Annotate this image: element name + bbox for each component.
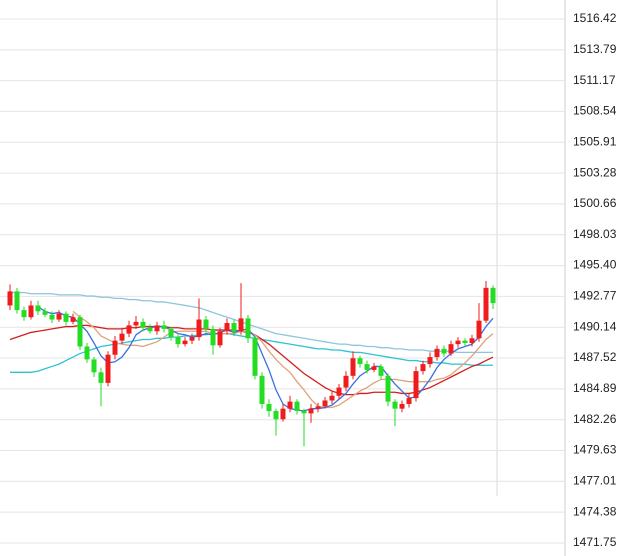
candle-body [56, 313, 62, 320]
candle-body [371, 366, 377, 370]
candle-body [49, 314, 55, 320]
candle-body [434, 348, 440, 358]
ma-line [72, 310, 494, 409]
candle-body [238, 318, 244, 332]
y-tick-label: 1508.54 [573, 104, 617, 118]
candle-body [28, 305, 34, 318]
candle-body [70, 317, 76, 322]
candle-body [77, 317, 83, 347]
y-tick-label: 1492.77 [573, 289, 617, 303]
y-tick-label: 1511.17 [573, 73, 616, 87]
candle-body [112, 340, 118, 355]
candle-body [287, 401, 293, 409]
candle-body [399, 403, 405, 409]
candle-body [231, 323, 237, 332]
candle-body [455, 340, 461, 345]
candle-body [336, 387, 342, 396]
candle-body [168, 328, 174, 338]
y-tick-label: 1484.89 [573, 381, 617, 395]
candle-body [252, 338, 258, 376]
candle-body [203, 319, 209, 329]
candle-body [441, 348, 447, 354]
candle-body [315, 406, 321, 409]
candle-body [406, 398, 412, 404]
candle-body [245, 318, 251, 339]
candle-body [350, 358, 356, 376]
candle-body [385, 375, 391, 402]
y-tick-label: 1479.63 [573, 443, 617, 457]
candle-body [490, 287, 496, 304]
candle-body [210, 328, 216, 346]
y-tick-label: 1505.91 [573, 134, 617, 148]
candle-body [266, 403, 272, 412]
candle-body [133, 321, 139, 326]
candle-body [448, 344, 454, 354]
candle-body [273, 411, 279, 420]
candle-body [42, 311, 48, 315]
candle-body [469, 338, 475, 343]
y-tick-label: 1498.03 [573, 227, 617, 241]
candle-body [119, 333, 125, 341]
candle-body [140, 321, 146, 328]
candle-body [7, 291, 13, 306]
candle-body [105, 354, 111, 383]
candle-body [392, 401, 398, 409]
candle-body [224, 323, 230, 332]
candle-body [98, 372, 104, 383]
y-tick-label: 1495.40 [573, 258, 617, 272]
y-tick-label: 1477.01 [573, 473, 617, 487]
candle-body [427, 357, 433, 365]
candle-body [189, 337, 195, 341]
candle-body [147, 327, 153, 332]
y-tick-label: 1471.75 [573, 535, 617, 549]
y-tick-label: 1516.42 [573, 11, 617, 25]
ma-line [10, 332, 493, 373]
candle-body [476, 320, 482, 339]
candle-body [357, 358, 363, 365]
candle-body [175, 337, 181, 345]
candle-body [91, 359, 97, 373]
candle-body [308, 408, 314, 414]
candle-body [84, 346, 90, 360]
candle-body [322, 400, 328, 407]
y-tick-label: 1503.28 [573, 165, 617, 179]
candle-body [483, 287, 489, 321]
candle-body [378, 366, 384, 376]
candle-body [329, 395, 335, 401]
candle-body [14, 291, 20, 311]
candle-body [280, 408, 286, 420]
candle-body [217, 331, 223, 346]
candle-body [35, 305, 41, 312]
y-tick-label: 1490.14 [573, 319, 617, 333]
candle-body [294, 401, 300, 412]
candle-body [196, 319, 202, 338]
candle-body [413, 371, 419, 399]
candle-body [182, 340, 188, 345]
candle-body [420, 364, 426, 372]
candle-body [343, 375, 349, 388]
candle-body [21, 310, 27, 318]
candle-body [364, 364, 370, 370]
ma-line [10, 291, 493, 354]
candle-body [301, 411, 307, 414]
candle-body [154, 325, 160, 332]
candle-body [462, 340, 468, 343]
y-tick-label: 1482.26 [573, 412, 617, 426]
candle-body [161, 325, 167, 329]
y-tick-label: 1513.79 [573, 42, 617, 56]
y-tick-label: 1500.66 [573, 196, 617, 210]
candle-body [259, 375, 265, 404]
candle-body [63, 313, 69, 322]
candle-body [126, 325, 132, 334]
y-tick-label: 1487.52 [573, 350, 617, 364]
y-tick-label: 1474.38 [573, 504, 617, 518]
